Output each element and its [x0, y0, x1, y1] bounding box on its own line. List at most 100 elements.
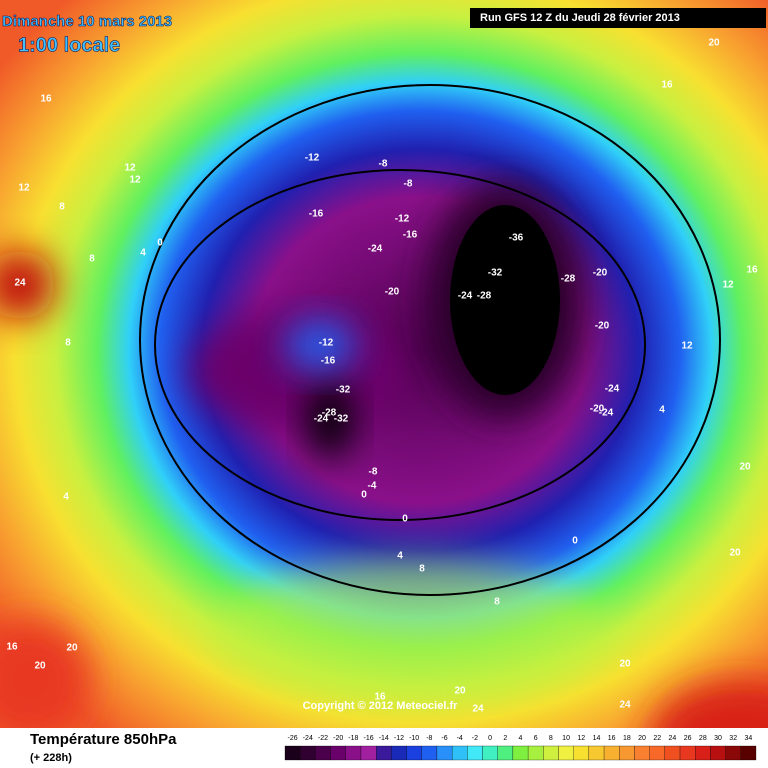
- scale-swatch: [695, 745, 711, 761]
- contour-label: -12: [319, 338, 334, 349]
- contour-label: 20: [34, 661, 46, 672]
- contour-label: 4: [63, 492, 69, 503]
- scale-label: 14: [593, 735, 601, 742]
- scale-swatch: [710, 745, 726, 761]
- contour: [139, 84, 721, 596]
- contour-label: -8: [404, 179, 413, 190]
- contour-label: 16: [661, 80, 673, 91]
- contour-label: -24: [368, 244, 383, 255]
- scale-label: 4: [519, 735, 523, 742]
- contour-label: -16: [309, 209, 324, 220]
- scale-label: -10: [409, 735, 419, 742]
- contour-label: -32: [336, 385, 351, 396]
- scale-label: 34: [745, 735, 753, 742]
- contour-label: -28: [561, 274, 576, 285]
- contour: [154, 169, 646, 521]
- contour-label: -12: [395, 214, 410, 225]
- contour-label: 20: [454, 686, 466, 697]
- scale-label: 10: [562, 735, 570, 742]
- contour-label: -24: [314, 414, 329, 425]
- scale-swatch: [451, 745, 468, 761]
- contour-label: 0: [572, 536, 578, 547]
- scale-label: -8: [426, 735, 432, 742]
- contour-label: -20: [385, 287, 400, 298]
- scale-label: 2: [503, 735, 507, 742]
- scale-swatch: [725, 745, 741, 761]
- contour-label: 8: [59, 202, 65, 213]
- scale-swatch: [573, 745, 590, 761]
- contour-label: -20: [595, 321, 610, 332]
- scale-label: 0: [488, 735, 492, 742]
- scale-swatch: [543, 745, 559, 761]
- scale-swatch: [315, 745, 331, 761]
- scale-label: -26: [288, 735, 298, 742]
- scale-swatch: [376, 745, 392, 761]
- copyright: Copyright © 2012 Meteociel.fr: [303, 700, 459, 712]
- footer-subtitle: (+ 228h): [30, 752, 72, 764]
- contour-label: 8: [419, 564, 425, 575]
- contour-label: -28: [477, 291, 492, 302]
- scale-label: 26: [684, 735, 692, 742]
- scale-swatch: [436, 745, 453, 761]
- scale-swatch: [391, 745, 407, 761]
- contour-label: -24: [458, 291, 473, 302]
- scale-label: 32: [729, 735, 737, 742]
- scale-label: -24: [303, 735, 313, 742]
- footer-title: Température 850hPa: [30, 731, 177, 748]
- contour-label: 24: [472, 704, 484, 715]
- scale-swatch: [284, 745, 301, 761]
- contour-label: 4: [659, 405, 665, 416]
- contour-label: 12: [18, 183, 30, 194]
- contour-label: 20: [729, 548, 741, 559]
- scale-label: 28: [699, 735, 707, 742]
- scale-label: -6: [441, 735, 447, 742]
- contour-label: -16: [321, 356, 336, 367]
- contour-label: 0: [157, 238, 163, 249]
- contour-label: -32: [334, 414, 349, 425]
- contour-label: 20: [66, 643, 78, 654]
- contour-label: 12: [722, 280, 734, 291]
- contour-label: 16: [374, 692, 386, 703]
- contour-label: 12: [129, 175, 141, 186]
- color-scale: -26 -24 -22 -20 -18 -16 -14 -12 -10 -8 -6 -4 -2 0 2 4 6 8…: [284, 735, 757, 761]
- contour-label: 16: [40, 94, 52, 105]
- contour-label: 24: [14, 278, 26, 289]
- run: Run GFS 12 Z du Jeudi 28 février 2013: [480, 12, 680, 24]
- scale-swatch: [679, 745, 696, 761]
- scale-swatch: [558, 745, 574, 761]
- contour-label: -8: [379, 159, 388, 170]
- contour-label: -28: [322, 408, 337, 419]
- contour-label: -36: [509, 233, 524, 244]
- scale-swatch: [634, 745, 650, 761]
- scale-swatch: [345, 745, 362, 761]
- contour-label: -20: [590, 404, 605, 415]
- contour-label: 8: [65, 338, 71, 349]
- scale-label: 6: [534, 735, 538, 742]
- contour-label: 12: [124, 163, 136, 174]
- scale-label: -12: [394, 735, 404, 742]
- contour-label: 20: [619, 659, 631, 670]
- date: Dimanche 10 mars 2013: [2, 13, 172, 30]
- scale-swatch: [664, 745, 681, 761]
- scale-label: -2: [472, 735, 478, 742]
- scale-swatch: [467, 745, 483, 761]
- contour-label: -4: [368, 481, 377, 492]
- scale-swatch: [482, 745, 498, 761]
- contour-label: 16: [6, 642, 18, 653]
- contour-label: 4: [140, 248, 146, 259]
- scale-swatch: [300, 745, 316, 761]
- scale-swatch: [619, 745, 635, 761]
- scale-label: 22: [653, 735, 661, 742]
- scale-label: -20: [333, 735, 343, 742]
- contour-label: 24: [619, 700, 631, 711]
- contour-label: -8: [369, 467, 378, 478]
- scale-label: 30: [714, 735, 722, 742]
- scale-label: 18: [623, 735, 631, 742]
- scale-swatch: [740, 745, 757, 761]
- scale-swatch: [406, 745, 422, 761]
- contour-label: -12: [305, 153, 320, 164]
